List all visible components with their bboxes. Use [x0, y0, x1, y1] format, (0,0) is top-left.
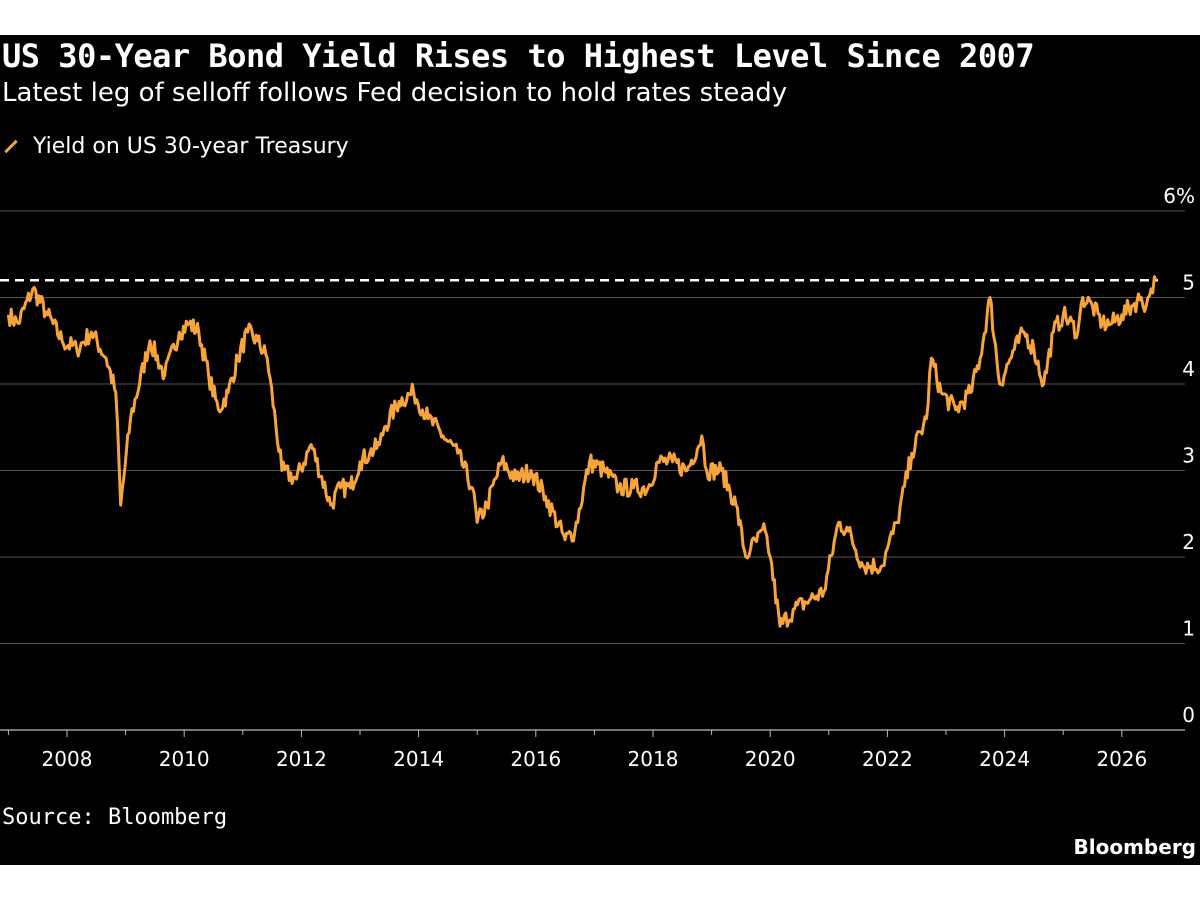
legend-label: Yield on US 30-year Treasury — [33, 133, 349, 159]
x-tick-label: 2012 — [276, 747, 327, 771]
y-tick-label: 6% — [1163, 184, 1195, 208]
series-line-treasury-yield — [6, 275, 1158, 628]
y-tick-label: 2 — [1182, 530, 1195, 554]
x-tick-label: 2010 — [159, 747, 210, 771]
line-chart: 0 1 2 3 4 5 6% 2008 2010 2012 2014 2016 2018 2020 2022… — [0, 184, 1195, 771]
y-tick-label: 1 — [1182, 617, 1195, 641]
x-tick-label: 2024 — [979, 747, 1030, 771]
y-tick-label: 0 — [1182, 703, 1195, 727]
y-tick-label: 4 — [1182, 357, 1195, 381]
y-tick-label: 3 — [1182, 444, 1195, 468]
x-tick-label: 2022 — [862, 747, 913, 771]
source-note: Source: Bloomberg — [2, 805, 228, 830]
x-tick-label: 2014 — [393, 747, 444, 771]
x-tick-label: 2016 — [510, 747, 561, 771]
chart-subtitle: Latest leg of selloff follows Fed decisi… — [2, 78, 788, 108]
x-tick-label: 2020 — [745, 747, 796, 771]
x-tick-label: 2018 — [628, 747, 679, 771]
brand-logo: Bloomberg — [1073, 835, 1196, 859]
y-tick-label: 5 — [1182, 271, 1195, 295]
x-tick-label: 2026 — [1096, 747, 1147, 771]
chart-title: US 30-Year Bond Yield Rises to Highest L… — [2, 37, 1035, 75]
x-tick-label: 2008 — [42, 747, 93, 771]
legend: Yield on US 30-year Treasury — [3, 133, 349, 159]
chart-frame: US 30-Year Bond Yield Rises to Highest L… — [0, 35, 1200, 865]
